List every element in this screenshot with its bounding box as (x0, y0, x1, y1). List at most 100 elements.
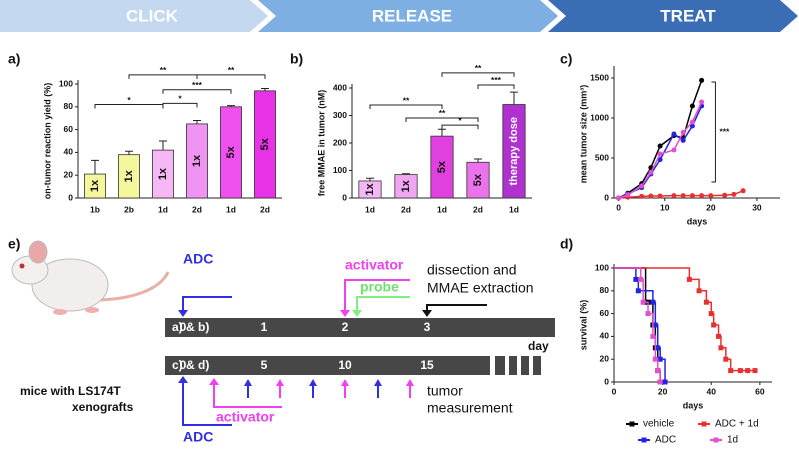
chevron (548, 0, 798, 32)
x-tick-label: 2d (401, 204, 411, 214)
significance-bracket (162, 102, 198, 108)
point (711, 322, 717, 328)
point (686, 276, 692, 282)
point (657, 193, 663, 199)
y-tick-label: 100 (595, 262, 609, 272)
error-bar (438, 128, 446, 137)
small-arrow-head (374, 379, 382, 386)
timeline-unit: day (528, 339, 549, 353)
y-tick-label: 40 (600, 331, 610, 341)
error-bar (474, 158, 482, 163)
point (639, 193, 645, 199)
bar-label: 5x (259, 137, 271, 150)
y-tick-label: 0 (342, 192, 347, 202)
timeline-tick: 15 (420, 358, 434, 372)
arrowheads (178, 310, 432, 385)
point (652, 356, 658, 362)
point (699, 193, 705, 199)
banner-text: CLICK (126, 6, 179, 25)
bar-label: 5x (472, 173, 484, 186)
timeline-bar (165, 318, 555, 337)
point (657, 151, 663, 157)
significance-label: *** (491, 75, 502, 85)
point (696, 288, 702, 294)
bar-label: therapy dose (508, 117, 520, 185)
y-tick-label: 1000 (590, 112, 609, 122)
point (718, 345, 724, 351)
point (699, 77, 705, 83)
y-tick-label: 300 (333, 110, 347, 120)
x-tick-label: 40 (706, 386, 716, 396)
timeline-label: a) & b) (172, 320, 209, 334)
timeline-bar (521, 356, 529, 375)
x-tick-label: 0 (616, 202, 621, 212)
legend-label: ADC + 1d (715, 419, 759, 430)
y-tick-label: 0 (68, 192, 73, 202)
significance-bracket (369, 104, 443, 110)
x-tick-label: 1d (158, 204, 168, 214)
significance-label: *** (192, 80, 203, 90)
timeline-tick: 10 (338, 358, 352, 372)
bar-label: 1x (89, 179, 101, 192)
small-arrow-head (244, 379, 252, 386)
point (650, 333, 656, 339)
small-arrow-head (309, 379, 317, 386)
error-bar (159, 140, 167, 151)
point (652, 322, 658, 328)
error-bar (402, 173, 410, 175)
y-tick-label: 20 (64, 169, 74, 179)
timeline-tick: 3 (424, 320, 431, 334)
activator-label: activator (216, 409, 275, 425)
timeline-tick: 5 (261, 358, 268, 372)
bar-label: 5x (436, 160, 448, 173)
bar-label: 1x (400, 179, 412, 192)
point (722, 192, 728, 198)
x-tick-label: 0 (612, 386, 617, 396)
measurement-arrows (244, 379, 414, 398)
significance-bracket (405, 117, 479, 122)
point (716, 333, 722, 339)
y-axis-title: on-tumor reaction yield (%) (42, 83, 52, 200)
significance-label: *** (719, 127, 730, 137)
line (618, 80, 703, 199)
x-tick-label: 20 (706, 202, 716, 212)
error-bar (261, 88, 269, 91)
small-arrow-head (406, 379, 414, 386)
panel-label: a) (8, 51, 20, 67)
legend-label: vehicle (643, 419, 675, 430)
point (657, 157, 663, 163)
error-bar (227, 105, 235, 107)
x-tick-label: 1d (509, 204, 519, 214)
point (662, 379, 668, 385)
point (616, 195, 622, 201)
point (657, 379, 663, 385)
survival-line (614, 267, 755, 372)
point (671, 147, 677, 153)
panel-label: c) (560, 51, 572, 67)
point (645, 311, 651, 317)
y-tick-label: 20 (600, 353, 610, 363)
point (689, 119, 695, 125)
point (699, 99, 705, 105)
x-axis-title: days (683, 400, 704, 410)
point (731, 191, 737, 197)
banner-text: RELEASE (372, 6, 452, 25)
small-arrow-head (341, 379, 349, 386)
timeline-bar (533, 356, 541, 375)
survival-line (614, 267, 661, 382)
panel-label: d) (560, 236, 573, 252)
significance-label: * (127, 95, 131, 105)
y-tick-label: 100 (59, 78, 73, 88)
y-tick-label: 60 (600, 308, 610, 318)
measurement-label: tumor (427, 383, 463, 399)
timeline-bar (165, 356, 490, 375)
bar-label: 5x (225, 145, 237, 158)
y-axis-title: mean tumor size (mm³) (578, 85, 588, 184)
y-axis-title: survival (%) (578, 300, 588, 351)
y-tick-label: 60 (64, 124, 74, 134)
significance-label: ** (475, 63, 482, 73)
y-tick-label: 100 (333, 165, 347, 175)
probe-label: probe (360, 279, 399, 295)
significance-bracket (441, 124, 479, 130)
point (648, 193, 654, 199)
